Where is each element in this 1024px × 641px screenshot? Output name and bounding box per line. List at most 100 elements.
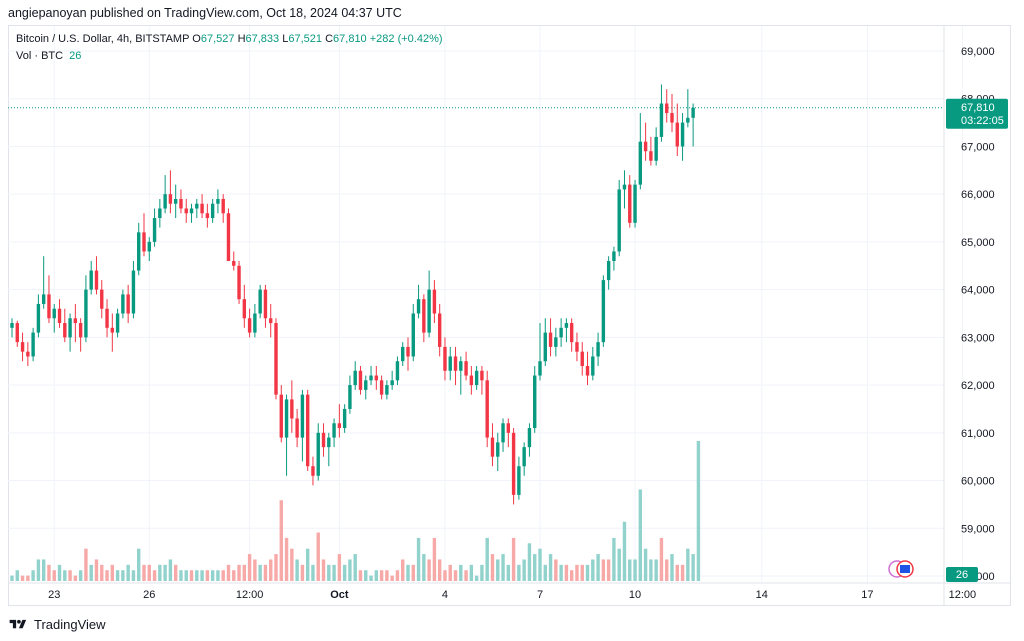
- volume-bar: [253, 559, 257, 581]
- candle-body: [606, 261, 611, 281]
- volume-bar: [696, 441, 701, 581]
- candle-body: [390, 380, 394, 386]
- volume-bar: [131, 570, 136, 581]
- candle-body: [358, 370, 363, 390]
- volume-bar: [390, 575, 394, 581]
- price-badge-value: 67,810: [961, 102, 995, 114]
- candle-body: [284, 399, 289, 438]
- candle-body: [73, 318, 78, 324]
- volume-bar: [511, 537, 516, 581]
- candle-body: [364, 380, 368, 390]
- volume-bar: [490, 554, 495, 581]
- volume-bar: [26, 575, 30, 581]
- volume-bar: [168, 559, 173, 581]
- x-tick-label: 4: [442, 589, 448, 601]
- volume-bar: [543, 564, 547, 581]
- candle-body: [205, 213, 210, 219]
- volume-bar: [406, 564, 410, 581]
- candle-body: [89, 270, 93, 290]
- volume-bar: [36, 559, 41, 581]
- price-badge-countdown: 03:22:05: [961, 115, 1004, 127]
- x-tick-label: 12:00: [949, 589, 977, 601]
- candle-body: [580, 351, 584, 366]
- candle-body: [152, 218, 157, 242]
- volume-bar: [327, 564, 331, 581]
- volume-badge: [946, 567, 978, 582]
- candle-body: [300, 394, 305, 438]
- volume-bar: [152, 570, 157, 581]
- volume-bar: [358, 570, 363, 581]
- candle-body: [142, 232, 146, 252]
- candle-body: [670, 113, 674, 123]
- volume-bar: [453, 570, 458, 581]
- volume-bar: [57, 564, 62, 581]
- low-value: 67,521: [288, 33, 323, 45]
- x-tick-label: 10: [629, 589, 641, 601]
- volume-bar: [448, 564, 452, 581]
- candle-body: [506, 423, 511, 433]
- volume-bar: [353, 554, 357, 581]
- volume-bar: [142, 564, 146, 581]
- volume-bar: [195, 570, 199, 581]
- volume-bar: [501, 554, 505, 581]
- volume-bar: [395, 570, 400, 581]
- candle-body: [147, 241, 151, 252]
- volume-bar: [569, 570, 574, 581]
- volume-bar: [247, 554, 252, 581]
- candle-body: [633, 184, 637, 223]
- volume-bar: [432, 537, 437, 581]
- candle-body: [348, 385, 352, 409]
- volume-bar: [126, 564, 130, 581]
- volume-legend: Vol · BTC 26: [16, 50, 81, 62]
- candle-body: [665, 103, 669, 114]
- candle-body: [459, 361, 463, 371]
- x-tick-label: 12:00: [236, 589, 264, 601]
- y-tick-label: 59,000: [961, 523, 995, 535]
- candle-body: [353, 370, 357, 386]
- volume-bar: [337, 554, 342, 581]
- volume-bar: [422, 554, 426, 581]
- volume-bar: [670, 554, 674, 581]
- volume-bar: [596, 554, 600, 581]
- candle-body: [538, 361, 542, 376]
- candle-body: [305, 394, 310, 467]
- x-tick-label: 26: [143, 589, 155, 601]
- candle-body: [432, 289, 437, 314]
- volume-bar: [110, 564, 115, 581]
- volume-bar: [158, 564, 162, 581]
- volume-bar: [163, 564, 167, 581]
- candle-body: [612, 251, 616, 261]
- candle-body: [31, 332, 35, 357]
- candle-body: [321, 432, 326, 448]
- candle-body: [464, 361, 468, 376]
- volume-bar: [226, 564, 231, 581]
- candle-body: [247, 318, 252, 333]
- candle-body: [585, 366, 590, 376]
- tradingview-footer[interactable]: TradingView: [8, 617, 106, 632]
- candle-body: [68, 318, 72, 338]
- y-tick-label: 66,000: [961, 189, 995, 201]
- candle-body: [654, 136, 658, 161]
- candle-body: [274, 323, 278, 395]
- high-label: H: [237, 33, 246, 45]
- volume-bar: [506, 564, 511, 581]
- volume-bar: [237, 564, 241, 581]
- candle-body: [258, 289, 262, 314]
- candle-body: [94, 270, 99, 290]
- candle-body: [548, 332, 553, 347]
- tradingview-logo-icon: [9, 619, 27, 629]
- volume-bar: [263, 564, 268, 581]
- volume-bar: [348, 559, 352, 581]
- candle-body: [406, 346, 410, 357]
- volume-bar: [173, 564, 178, 581]
- volume-bar: [369, 575, 373, 581]
- volume-bar: [385, 570, 389, 581]
- volume-bar: [533, 554, 537, 581]
- candle-body: [26, 351, 30, 357]
- candle-body: [395, 361, 400, 381]
- volume-bar: [628, 559, 632, 581]
- volume-bar: [147, 564, 151, 581]
- candle-body: [691, 107, 695, 118]
- volume-bar: [591, 559, 595, 581]
